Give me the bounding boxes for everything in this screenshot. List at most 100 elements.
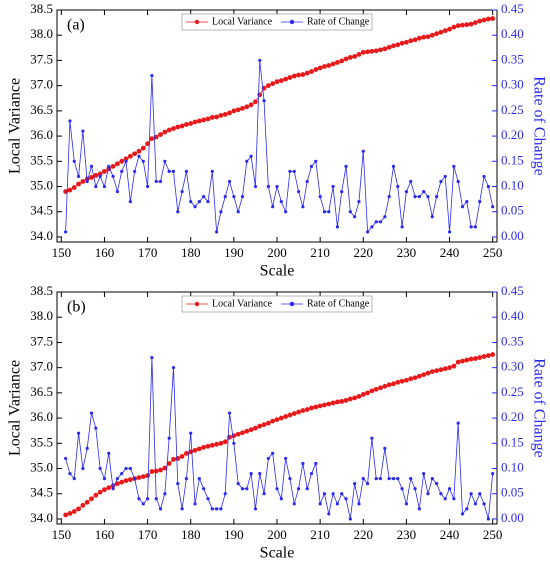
data-point xyxy=(360,49,366,55)
data-point xyxy=(210,169,214,173)
y2-tick-label: 0.45 xyxy=(501,283,524,298)
data-point xyxy=(240,195,245,199)
data-point xyxy=(94,184,98,189)
data-point xyxy=(179,123,185,129)
data-point xyxy=(416,373,422,379)
data-point xyxy=(85,179,89,184)
x-tick-label: 180 xyxy=(181,245,201,260)
data-point xyxy=(127,153,133,159)
data-point xyxy=(245,487,249,491)
data-point xyxy=(313,67,319,72)
data-point xyxy=(296,409,301,415)
data-point xyxy=(274,79,280,85)
data-point xyxy=(443,174,447,179)
y-tick-label: 34.5 xyxy=(30,203,53,218)
series-line xyxy=(65,18,493,192)
data-point xyxy=(330,61,336,67)
data-point xyxy=(210,507,214,511)
data-point xyxy=(258,471,262,476)
data-point xyxy=(331,184,335,189)
data-point xyxy=(236,482,240,486)
data-point xyxy=(248,427,254,433)
legend-label: Local Variance xyxy=(212,298,273,309)
data-point xyxy=(340,189,344,194)
data-point xyxy=(309,164,314,168)
data-point xyxy=(465,200,469,204)
data-point xyxy=(202,487,206,491)
data-point xyxy=(107,451,111,455)
data-point xyxy=(374,477,378,481)
data-point xyxy=(120,169,124,173)
data-point xyxy=(197,200,201,204)
data-point xyxy=(266,456,270,461)
data-point xyxy=(171,169,176,173)
data-point xyxy=(102,477,107,481)
data-point xyxy=(176,210,180,214)
x-tick-label: 180 xyxy=(181,527,201,542)
data-point xyxy=(343,398,349,403)
data-point xyxy=(209,442,215,448)
data-point xyxy=(85,446,89,450)
data-point xyxy=(469,492,473,496)
data-point xyxy=(76,174,81,179)
data-point xyxy=(232,195,236,199)
data-point xyxy=(438,367,444,373)
data-point xyxy=(301,461,305,466)
data-point xyxy=(171,457,176,462)
y-tick-label: 36.5 xyxy=(30,102,53,117)
data-point xyxy=(114,161,120,167)
data-point xyxy=(162,129,168,135)
data-point xyxy=(348,517,352,521)
data-point xyxy=(128,200,132,204)
data-point xyxy=(287,412,293,418)
data-point xyxy=(94,426,98,430)
data-point xyxy=(365,49,370,55)
data-point xyxy=(443,497,447,501)
data-point xyxy=(218,113,224,118)
x-tick-label: 250 xyxy=(483,245,503,260)
y-tick-label: 36.5 xyxy=(30,384,53,399)
data-point xyxy=(304,407,310,412)
data-point xyxy=(421,372,427,378)
data-point xyxy=(425,34,431,40)
data-point xyxy=(274,417,280,422)
data-point xyxy=(63,512,69,518)
x-tick-label: 190 xyxy=(224,245,244,260)
data-point xyxy=(71,508,77,514)
data-point xyxy=(288,477,292,481)
y2-tick-label: 0.40 xyxy=(501,26,524,41)
data-point xyxy=(214,114,220,120)
data-point xyxy=(314,159,318,163)
data-point xyxy=(80,179,86,184)
data-point xyxy=(369,48,375,54)
data-point xyxy=(257,423,263,429)
x-tick-label: 150 xyxy=(52,527,72,542)
y2-tick-label: 0.25 xyxy=(501,384,524,399)
data-point xyxy=(184,122,189,127)
data-point xyxy=(481,354,487,359)
data-point xyxy=(460,22,465,28)
x-tick-label: 210 xyxy=(310,245,330,260)
y2-tick-label: 0.00 xyxy=(501,228,524,243)
legend-marker xyxy=(289,301,295,307)
data-point xyxy=(89,175,94,180)
data-point xyxy=(89,164,94,168)
data-point xyxy=(89,496,94,502)
data-point xyxy=(68,471,72,476)
data-point xyxy=(278,78,284,84)
data-point xyxy=(271,205,275,209)
y-tick-label: 34.0 xyxy=(30,228,53,243)
data-point xyxy=(288,169,292,173)
y-axis-label: Local Variance xyxy=(7,78,24,174)
data-point xyxy=(291,73,297,79)
data-point xyxy=(473,225,478,229)
x-tick-label: 170 xyxy=(138,527,158,542)
x-tick-label: 210 xyxy=(310,527,330,542)
data-point xyxy=(460,205,465,209)
data-point xyxy=(296,189,301,194)
x-tick-label: 190 xyxy=(224,527,244,542)
data-point xyxy=(128,466,132,471)
data-point xyxy=(119,158,125,164)
data-point xyxy=(153,134,159,140)
data-point xyxy=(387,477,391,481)
